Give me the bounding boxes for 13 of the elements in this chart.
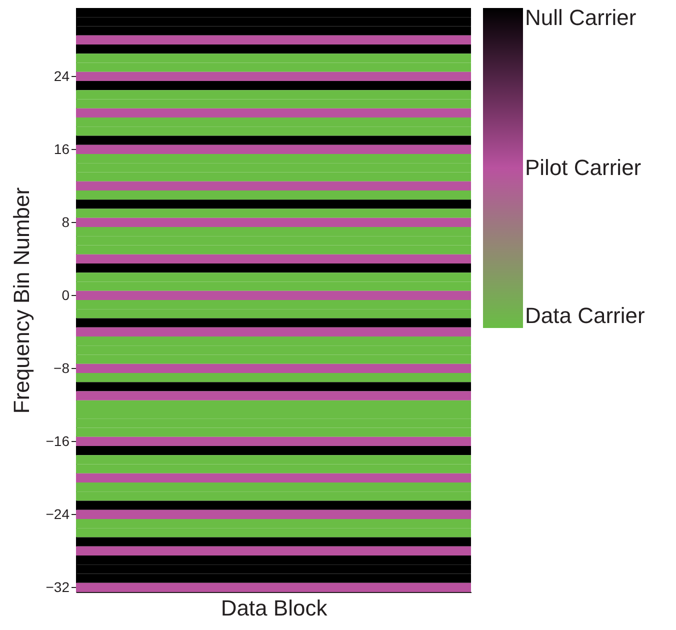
y-tick-label: −16 xyxy=(46,432,70,449)
y-tick-label: −32 xyxy=(46,578,70,595)
y-tick-label: 24 xyxy=(54,68,70,84)
y-axis-title: Frequency Bin Number xyxy=(8,187,34,414)
y-tick-label: 16 xyxy=(54,140,70,157)
color-bar-label: Null Carrier xyxy=(525,5,636,30)
y-tick-label: −24 xyxy=(46,506,70,522)
color-bar-label: Pilot Carrier xyxy=(525,155,642,180)
y-tick-label: 0 xyxy=(62,286,70,303)
color-bar-label: Data Carrier xyxy=(525,303,645,328)
x-axis-title: Data Block xyxy=(220,596,328,620)
y-tick-label: −8 xyxy=(54,360,70,376)
y-tick-label: 8 xyxy=(62,214,70,230)
